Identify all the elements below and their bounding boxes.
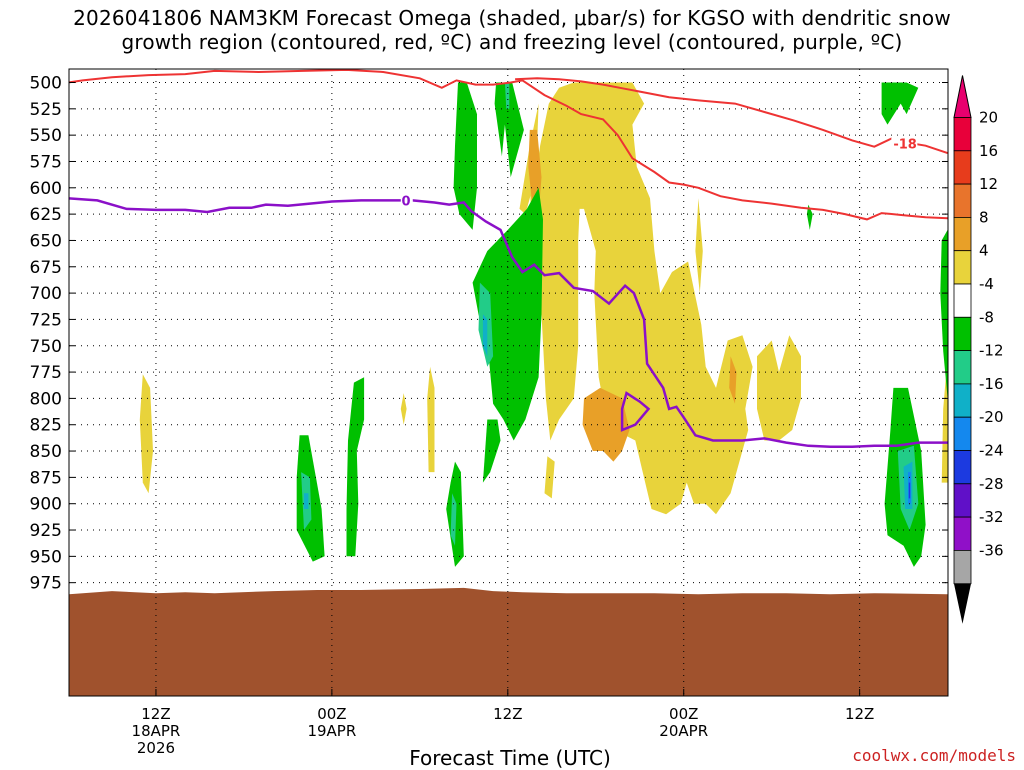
x-tick-label: 2026 — [137, 739, 175, 757]
y-tick-label: 875 — [30, 468, 62, 488]
omega-region-green-low-1 — [296, 435, 325, 562]
colorbar-swatch — [953, 483, 972, 518]
colorbar-swatch — [953, 117, 972, 152]
omega-region-green-right-top — [881, 82, 919, 125]
y-tick-label: 500 — [30, 74, 62, 94]
x-tick-label: 00Z — [669, 705, 698, 723]
omega-region-yellow-small-b — [427, 366, 435, 473]
freezing-label-bg — [400, 192, 413, 208]
omega-region-yellow-small-a — [400, 393, 407, 425]
colorbar-label: -36 — [979, 541, 1004, 559]
colorbar-label: -4 — [979, 275, 994, 293]
colorbar-swatch — [953, 450, 972, 485]
colorbar-label: 16 — [979, 142, 998, 160]
colorbar-label: -16 — [979, 375, 1004, 393]
colorbar-label: -8 — [979, 308, 994, 326]
freezing-level-label: 0 — [402, 194, 411, 209]
y-tick-label: 675 — [30, 258, 62, 278]
y-tick-label: 900 — [30, 495, 62, 515]
omega-region-green-column-left — [453, 82, 477, 230]
y-tick-label: 525 — [30, 100, 62, 120]
x-tick-label: 20APR — [659, 722, 708, 740]
terrain-fill — [69, 587, 948, 696]
colorbar-label: 20 — [979, 109, 998, 127]
x-tick-label: 12Z — [845, 705, 874, 723]
y-tick-label: 975 — [30, 574, 62, 594]
y-tick-label: 925 — [30, 521, 62, 541]
omega-region-teal-top — [504, 82, 510, 109]
y-tick-label: 950 — [30, 547, 62, 567]
y-tick-label: 650 — [30, 231, 62, 251]
dgz-contour — [69, 69, 948, 221]
y-tick-label: 575 — [30, 152, 62, 172]
y-tick-label: 700 — [30, 284, 62, 304]
colorbar-arrow-bottom — [954, 583, 971, 624]
colorbar-swatch — [953, 550, 972, 585]
colorbar-swatch — [953, 216, 972, 252]
y-tick-label: 850 — [30, 442, 62, 462]
chart-title-line1: 2026041806 NAM3KM Forecast Omega (shaded… — [73, 6, 951, 30]
credit-link[interactable]: coolwx.com/models — [852, 746, 1016, 765]
freezing-level-loop — [620, 391, 651, 432]
omega-region-green-main-low — [472, 187, 543, 441]
dgz-label-bg — [891, 135, 918, 151]
colorbar-swatch — [953, 316, 972, 351]
colorbar-label: 12 — [979, 175, 998, 193]
colorbar-label: -24 — [979, 442, 1004, 460]
omega-region-yellow-tall-early — [139, 374, 153, 494]
colorbar-label: -12 — [979, 342, 1004, 360]
y-tick-label: 725 — [30, 310, 62, 330]
colorbar-swatch — [953, 150, 972, 185]
colorbar-arrow-top — [953, 75, 972, 118]
plot-frame — [68, 68, 949, 697]
x-tick-label: 00Z — [317, 705, 346, 723]
colorbar-swatch — [953, 516, 972, 551]
omega-region-green-right-tiny — [806, 204, 813, 230]
x-tick-label: 19APR — [307, 722, 356, 740]
x-tick-label: 12Z — [493, 705, 522, 723]
y-tick-label: 775 — [30, 363, 62, 383]
freezing-level-contour — [69, 197, 948, 449]
omega-region-orange-right — [729, 356, 737, 404]
colorbar-swatch — [953, 350, 972, 385]
colorbar-label: -20 — [979, 408, 1004, 426]
omega-region-green-right-edge — [940, 229, 948, 399]
y-tick-label: 600 — [30, 179, 62, 199]
dgz-contour-label: -18 — [893, 138, 917, 153]
omega-region-yellow-upper-spike — [695, 198, 703, 294]
y-tick-label: 800 — [30, 389, 62, 409]
omega-region-teal-low-3 — [450, 493, 457, 546]
omega-region-orange-lower — [582, 387, 630, 462]
x-tick-label: 18APR — [132, 722, 181, 740]
colorbar-swatch — [953, 383, 972, 418]
colorbar-label: 8 — [979, 208, 989, 226]
omega-region-yellow-right-band — [757, 335, 801, 441]
omega-region-cyan-main — [482, 314, 488, 357]
y-tick-label: 825 — [30, 416, 62, 436]
colorbar-label: -32 — [979, 508, 1004, 526]
omega-region-green-low-2 — [346, 377, 365, 557]
omega-region-yellow-main — [529, 82, 753, 515]
omega-region-green-column-right — [494, 82, 524, 178]
x-axis-label: Forecast Time (UTC) — [409, 746, 611, 770]
chart-title-line2: growth region (contoured, red, ºC) and f… — [121, 30, 903, 54]
omega-region-cyan-low-1 — [304, 493, 309, 509]
y-tick-label: 750 — [30, 337, 62, 357]
x-tick-label: 12Z — [141, 705, 170, 723]
colorbar-swatch — [953, 283, 972, 318]
colorbar-label: 4 — [979, 242, 989, 260]
colorbar-swatch — [953, 250, 972, 285]
colorbar-label: -28 — [979, 475, 1004, 493]
omega-region-darkblue-right — [908, 482, 911, 499]
y-tick-label: 625 — [30, 205, 62, 225]
omega-region-green-wedge — [482, 419, 501, 483]
y-tick-label: 550 — [30, 126, 62, 146]
colorbar-swatch — [953, 183, 972, 218]
colorbar-swatch — [953, 416, 972, 451]
chart-title: 2026041806 NAM3KM Forecast Omega (shaded… — [0, 6, 1024, 54]
